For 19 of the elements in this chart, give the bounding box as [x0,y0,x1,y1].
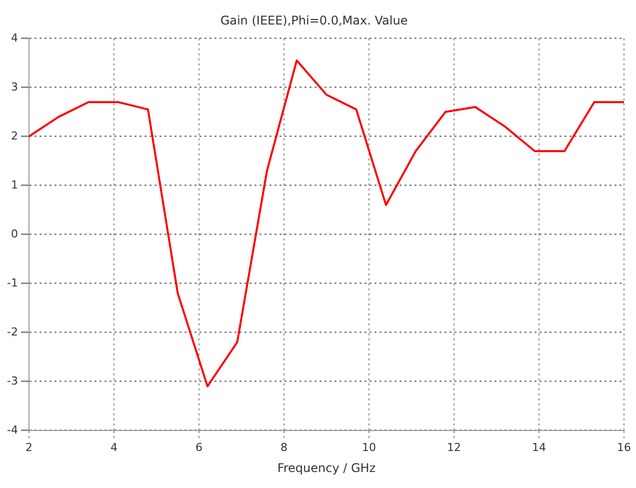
y-tick-label: -4 [7,423,18,436]
x-tick-label: 4 [110,440,118,454]
x-tick-label: 16 [617,440,631,454]
x-axis-title: Frequency / GHz [277,460,376,475]
y-tick-label: 2 [10,129,18,142]
x-tick-label: 10 [362,440,376,454]
y-tick-label: -3 [7,374,18,388]
x-tick-label: 8 [280,440,288,454]
y-tick-label: 3 [10,80,18,94]
y-tick-label: 1 [10,178,18,192]
y-tick-label: 4 [10,31,18,44]
x-tick-label: 2 [25,440,32,454]
x-tick-label: 6 [195,440,202,454]
x-tick-label: 12 [446,440,461,454]
y-tick-label: 0 [10,227,18,240]
x-tick-label: 14 [532,440,546,454]
y-tick-label: -2 [7,325,18,338]
y-tick-label: -1 [7,276,18,290]
chart-title: Gain (IEEE),Phi=0.0,Max. Value [220,13,408,28]
